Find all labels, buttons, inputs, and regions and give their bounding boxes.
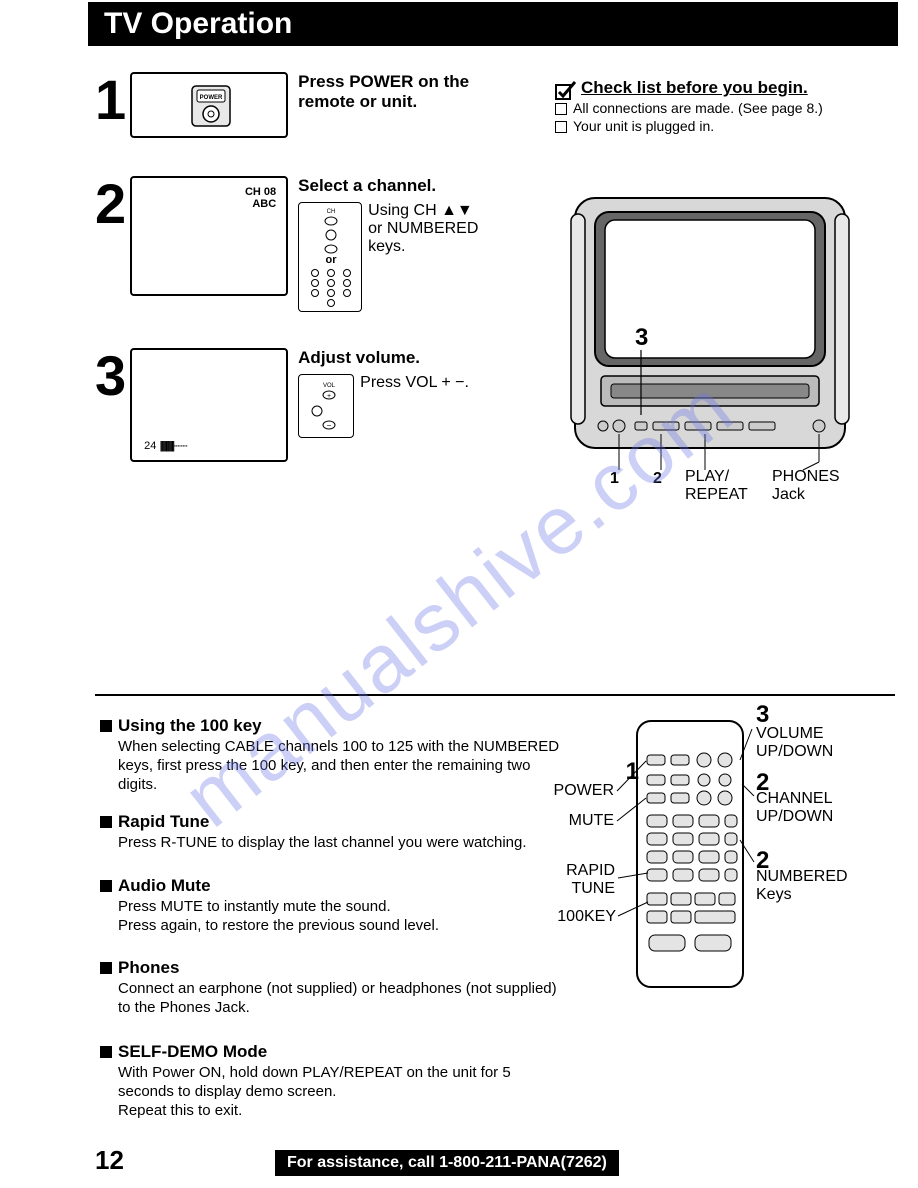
checklist-item-2: Your unit is plugged in. — [555, 118, 885, 134]
checklist: Check list before you begin. All connect… — [555, 78, 885, 134]
power-button-icon: POWER — [132, 74, 290, 140]
feature-title: Phones — [100, 958, 560, 978]
remote-power-num: 1 — [615, 759, 639, 785]
remote-diagram — [625, 715, 755, 1000]
feature-title: SELF-DEMO Mode — [100, 1042, 560, 1062]
remote-keys-diagram: CH or — [298, 202, 362, 312]
svg-text:+: + — [327, 393, 331, 400]
remote-vol: VOLUME UP/DOWN — [756, 725, 833, 760]
feature-rapid: Rapid Tune Press R-TUNE to display the l… — [100, 812, 560, 853]
tv-diagram: 3 — [565, 190, 875, 515]
feature-body: Press R-TUNE to display the last channel… — [118, 834, 560, 853]
step-3: 3 24 ||||||||||||||||········ Adjust vol… — [95, 348, 500, 462]
remote-power: POWER — [552, 782, 614, 800]
svg-text:VOL: VOL — [323, 383, 336, 389]
divider-line — [95, 694, 895, 696]
feature-body: With Power ON, hold down PLAY/REPEAT on … — [118, 1064, 560, 1120]
svg-text:CH: CH — [327, 209, 336, 215]
tv-icon: 3 — [565, 190, 875, 510]
step-2: 2 CH 08 ABC Select a channel. CH or — [95, 176, 488, 312]
remote-keys-icon: CH or — [299, 203, 363, 313]
volume-keys-diagram: VOL + − — [298, 374, 354, 438]
step2-diagram: CH 08 ABC — [130, 176, 288, 296]
channel-display: CH 08 ABC — [245, 186, 276, 210]
page-title-bar: TV Operation — [88, 2, 898, 46]
feature-mute: Audio Mute Press MUTE to instantly mute … — [100, 876, 560, 936]
svg-text:POWER: POWER — [200, 95, 223, 101]
feature-body: Connect an earphone (not supplied) or he… — [118, 980, 560, 1018]
step3-sub: Press VOL + −. — [360, 374, 500, 438]
checkmark-icon — [555, 80, 577, 98]
tv-callout-1: 1 — [610, 470, 619, 488]
checkbox-icon — [555, 121, 567, 133]
checklist-title-row: Check list before you begin. — [555, 78, 885, 98]
checkbox-icon — [555, 103, 567, 115]
svg-text:−: − — [327, 421, 332, 430]
feature-title: Using the 100 key — [100, 716, 560, 736]
step1-text: Press POWER on the remote or unit. — [298, 72, 508, 112]
feature-body: When selecting CABLE channels 100 to 125… — [118, 738, 560, 794]
step-number-3: 3 — [95, 348, 126, 404]
svg-text:3: 3 — [635, 324, 648, 351]
step2-title: Select a channel. — [298, 176, 436, 195]
step-number-1: 1 — [95, 72, 126, 128]
remote-ch: CHANNEL UP/DOWN — [756, 790, 833, 825]
remote-icon — [625, 715, 755, 995]
step-1: 1 POWER Press POWER on the remote or uni… — [95, 72, 508, 138]
feature-title: Rapid Tune — [100, 812, 560, 832]
assistance-bar: For assistance, call 1-800-211-PANA(7262… — [275, 1150, 619, 1176]
step1-diagram: POWER — [130, 72, 288, 138]
page-title: TV Operation — [104, 7, 292, 41]
feature-selfdemo: SELF-DEMO Mode With Power ON, hold down … — [100, 1042, 560, 1120]
remote-mute: MUTE — [562, 812, 614, 830]
step2-sub: Using CH ▲▼ or NUMBERED keys. — [368, 202, 488, 312]
tv-callout-play: PLAY/ REPEAT — [685, 468, 748, 504]
step2-text-block: Select a channel. CH or Using — [298, 176, 488, 312]
feature-body: Press MUTE to instantly mute the sound. … — [118, 898, 560, 936]
checklist-item-1: All connections are made. (See page 8.) — [555, 100, 885, 116]
volume-keys-icon: VOL + − — [299, 375, 355, 439]
svg-text:or: or — [326, 254, 338, 266]
remote-100key: 100KEY — [548, 908, 616, 926]
remote-numk: NUMBERED Keys — [756, 868, 848, 903]
step3-title: Adjust volume. — [298, 348, 420, 367]
volume-readout: 24 ||||||||||||||||········ — [144, 440, 186, 452]
step-number-2: 2 — [95, 176, 126, 232]
remote-rapid: RAPID TUNE — [555, 862, 615, 897]
page-number: 12 — [95, 1145, 124, 1176]
tv-callout-2: 2 — [653, 470, 662, 488]
feature-100key: Using the 100 key When selecting CABLE c… — [100, 716, 560, 794]
checklist-title: Check list before you begin. — [581, 78, 808, 98]
feature-phones: Phones Connect an earphone (not supplied… — [100, 958, 560, 1018]
step3-diagram: 24 ||||||||||||||||········ — [130, 348, 288, 462]
step3-text-block: Adjust volume. VOL + − Press VOL + −. — [298, 348, 500, 438]
feature-title: Audio Mute — [100, 876, 560, 896]
tv-callout-phones: PHONES Jack — [772, 468, 840, 504]
